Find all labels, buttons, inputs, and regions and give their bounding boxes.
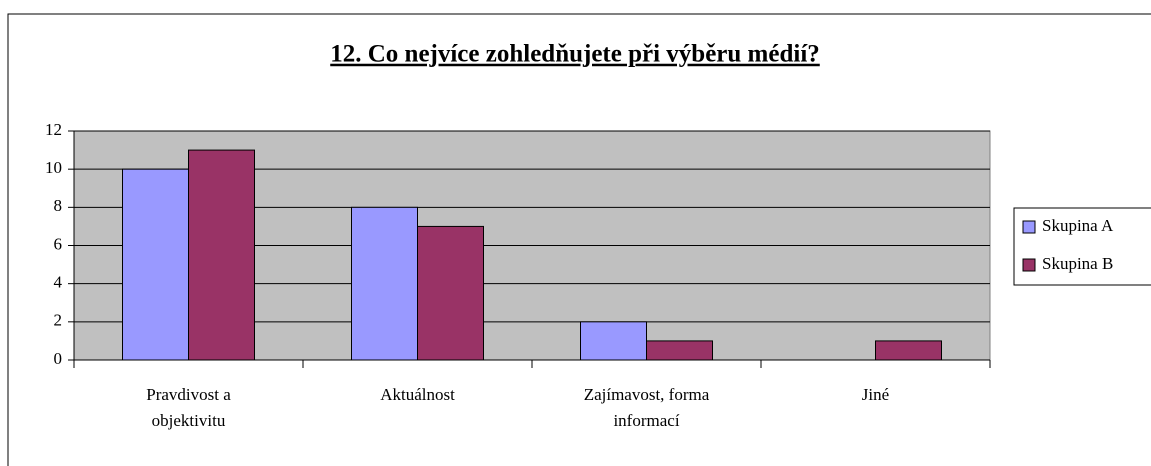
chart-title: 12. Co nejvíce zohledňujete při výběru m… [330,41,820,68]
y-tick-label: 0 [54,349,63,368]
bar [875,340,942,361]
y-tick-label: 12 [45,120,62,139]
x-tick-label: Aktuálnost [380,385,455,404]
legend-swatch [1022,220,1036,234]
legend-swatch [1022,258,1036,272]
bar [580,321,647,361]
legend-box [1013,207,1151,286]
y-tick-label: 8 [54,196,63,215]
bar [646,340,713,361]
x-tick-label: Jiné [861,385,890,404]
y-tick-label: 10 [45,158,62,177]
legend-label: Skupina B [1042,254,1113,273]
y-tick-label: 4 [54,273,63,292]
bar [188,149,255,361]
y-tick-label: 6 [54,234,63,253]
legend-label: Skupina A [1042,216,1114,235]
x-tick-label: Pravdivost a objektivitu [146,385,231,430]
y-tick-label: 2 [54,311,63,330]
bar [417,225,484,361]
x-tick-label: Zajímavost, forma informací [583,385,710,430]
bar [351,206,418,361]
bar [122,168,189,361]
